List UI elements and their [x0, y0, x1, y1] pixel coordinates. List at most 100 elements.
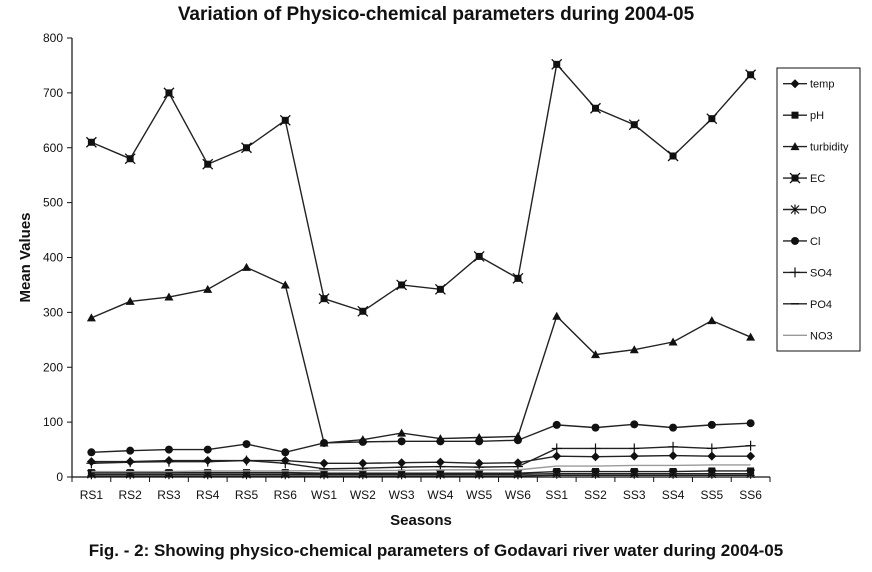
data-point-so4 — [357, 463, 368, 474]
data-point-ec — [434, 283, 446, 295]
data-point-turbidity — [280, 280, 290, 289]
data-point-ec — [396, 279, 408, 291]
series-line-po4 — [91, 474, 751, 477]
data-point-turbidity — [707, 316, 717, 325]
data-point-turbidity — [164, 292, 174, 301]
y-tick-label: 600 — [43, 141, 63, 155]
data-point-temp — [591, 452, 600, 462]
data-point-do — [629, 468, 639, 479]
data-point-so4 — [241, 455, 252, 466]
x-tick-label: SS3 — [623, 488, 646, 502]
data-point-temp — [552, 451, 562, 461]
series-line-temp — [91, 454, 751, 464]
x-tick-label: RS2 — [118, 488, 142, 502]
legend-marker-so4 — [790, 267, 800, 278]
series-line-no3 — [91, 464, 751, 473]
x-tick-label: RS3 — [157, 488, 181, 502]
data-point-ec — [241, 142, 252, 154]
x-tick-label: RS5 — [235, 488, 259, 502]
data-point-so4 — [629, 443, 640, 454]
data-point-turbidity — [746, 332, 756, 341]
legend-label-ec: EC — [810, 173, 825, 185]
data-point-temp — [319, 458, 329, 468]
x-tick-label: RS1 — [80, 488, 104, 502]
x-tick-label: SS1 — [545, 488, 568, 502]
data-point-turbidity — [397, 428, 407, 437]
y-tick-label: 700 — [43, 86, 63, 100]
data-point-cl — [320, 438, 329, 447]
y-tick-label: 500 — [43, 196, 63, 210]
legend-marker-do — [790, 204, 800, 215]
legend-marker-ph — [791, 111, 799, 119]
data-point-ec — [551, 58, 563, 70]
data-point-ec — [85, 136, 97, 148]
x-tick-label: WS1 — [311, 488, 337, 502]
series-line-cl — [91, 422, 751, 454]
data-point-cl — [436, 437, 445, 446]
data-point-temp — [707, 451, 717, 461]
data-point-so4 — [745, 440, 756, 451]
x-tick-label: RS4 — [196, 488, 220, 502]
data-point-ec — [706, 113, 718, 125]
data-point-cl — [203, 445, 212, 454]
data-point-cl — [707, 420, 716, 429]
data-point-turbidity — [629, 345, 639, 354]
data-point-cl — [281, 448, 290, 457]
data-point-ec — [745, 69, 757, 81]
x-tick-label: WS3 — [389, 488, 415, 502]
series-line-turbidity — [91, 266, 751, 444]
data-point-turbidity — [552, 311, 562, 320]
data-point-do — [552, 468, 562, 479]
data-point-cl — [126, 446, 135, 455]
figure-caption: Fig. - 2: Showing physico-chemical param… — [88, 541, 784, 560]
legend-marker-temp — [790, 79, 800, 89]
data-point-do — [707, 468, 717, 479]
data-point-cl — [591, 423, 600, 432]
x-tick-label: RS6 — [274, 488, 298, 502]
data-point-so4 — [319, 463, 330, 474]
data-point-cl — [397, 437, 406, 446]
series-line-do — [91, 473, 751, 475]
data-point-so4 — [163, 456, 174, 467]
data-point-cl — [630, 420, 639, 429]
data-point-turbidity — [668, 337, 678, 346]
x-tick-label: SS2 — [584, 488, 607, 502]
data-point-temp — [746, 451, 756, 461]
data-point-so4 — [706, 443, 717, 454]
legend-label-no3: NO3 — [810, 330, 833, 342]
series-line-ec — [91, 62, 752, 313]
legend-label-ph: pH — [810, 110, 824, 122]
legend-label-po4: PO4 — [810, 299, 832, 311]
data-point-ec — [124, 153, 136, 165]
data-point-turbidity — [242, 262, 251, 271]
y-tick-label: 800 — [43, 31, 63, 45]
data-point-ec — [202, 158, 214, 170]
x-tick-label: WS2 — [350, 488, 376, 502]
data-point-do — [591, 468, 600, 479]
data-point-cl — [513, 436, 522, 445]
data-point-ec — [357, 305, 369, 317]
y-tick-label: 100 — [43, 415, 63, 429]
legend-marker-turbidity — [790, 142, 800, 151]
chart-title: Variation of Physico-chemical parameters… — [177, 4, 695, 25]
data-point-turbidity — [125, 296, 135, 305]
y-axis-label: Mean Values — [17, 212, 34, 302]
legend-marker-cl — [791, 236, 799, 245]
legend-label-cl: Cl — [810, 236, 820, 248]
legend-label-do: DO — [810, 205, 827, 217]
data-point-cl — [242, 440, 251, 449]
data-point-cl — [87, 448, 96, 457]
data-point-ec — [279, 114, 291, 126]
data-point-ec — [512, 272, 524, 284]
data-point-cl — [475, 437, 484, 446]
y-tick-label: 300 — [43, 305, 63, 319]
data-point-cl — [746, 419, 755, 428]
data-point-ec — [318, 293, 330, 305]
legend-label-temp: temp — [810, 79, 834, 91]
y-tick-label: 400 — [43, 251, 63, 265]
data-point-temp — [629, 451, 639, 461]
data-point-do — [746, 468, 756, 479]
x-tick-label: SS6 — [739, 488, 762, 502]
data-point-ec — [163, 87, 175, 99]
